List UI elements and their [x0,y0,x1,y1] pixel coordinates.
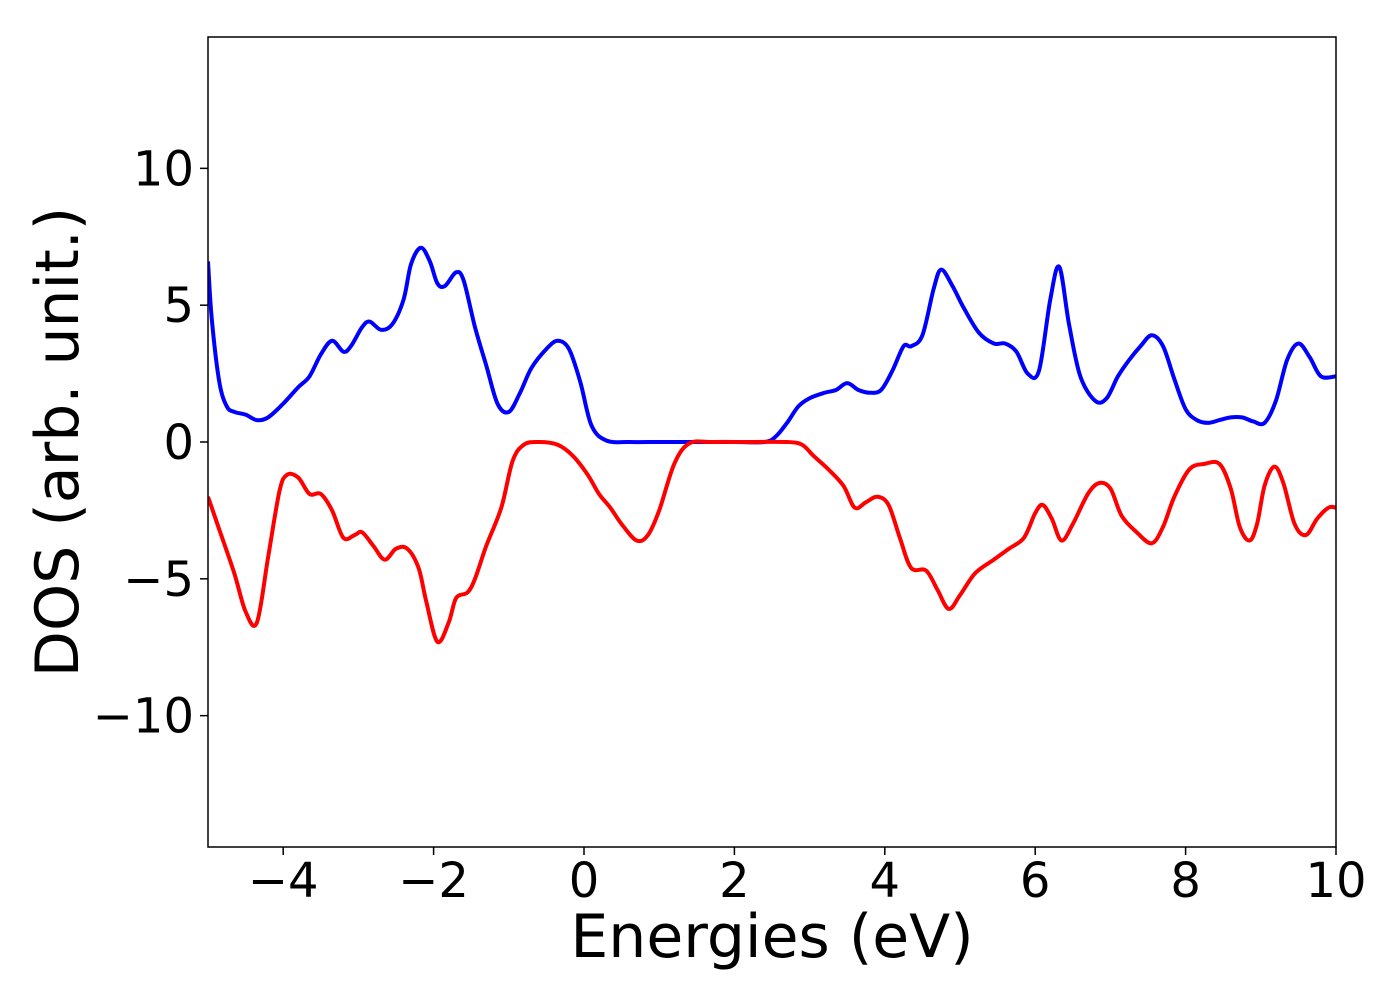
x-tick-label: 6 [1020,853,1051,909]
y-tick-label: 10 [133,141,194,197]
series-layer [208,245,1336,645]
x-axis-label: Energies (eV) [570,902,973,972]
x-tick-label: 2 [719,853,750,909]
x-tick-label: 0 [569,853,600,909]
y-tick-label: 0 [163,415,194,471]
x-tick-label: −2 [398,853,469,909]
y-axis: −10 −5 0 5 10 [93,141,208,745]
x-tick-label: 4 [870,853,901,909]
y-tick-label: −5 [123,552,194,608]
x-tick-label: 10 [1305,853,1366,909]
y-tick-label: −10 [93,689,194,745]
y-tick-label: 5 [163,278,194,334]
series-line-2 [208,439,1336,645]
series-line-1 [208,245,1336,445]
y-axis-label: DOS (arb. unit.) [23,207,93,677]
x-tick-label: 8 [1170,853,1201,909]
x-axis: −4 −2 0 2 4 6 8 10 [248,847,1367,909]
x-tick-label: −4 [248,853,319,909]
